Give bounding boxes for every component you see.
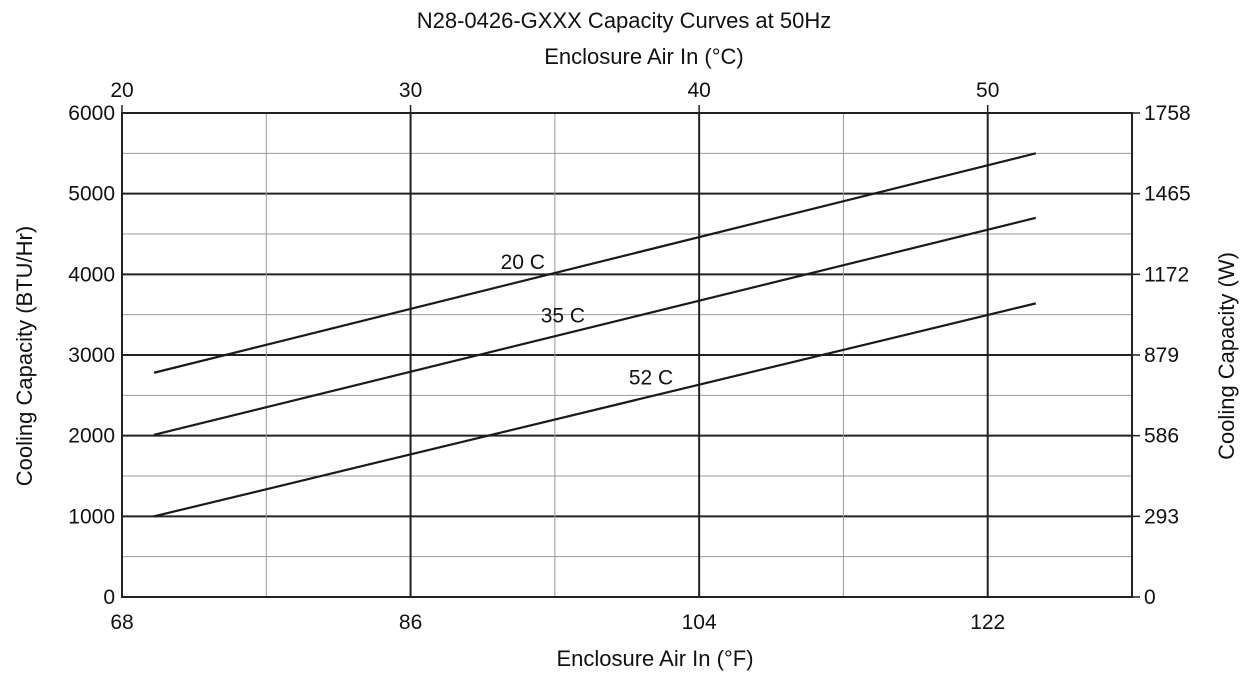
y-tick-label: 3000 xyxy=(68,344,115,367)
curve-labels: 20 C 35 C 52 C xyxy=(501,251,674,389)
y-tick-label: 5000 xyxy=(68,183,115,206)
curve-label-35c: 35 C xyxy=(541,304,585,327)
y-tick-label: 4000 xyxy=(68,263,115,286)
y-tick-label: 1000 xyxy=(68,505,115,528)
series-lines xyxy=(153,152,1037,518)
y2-tick-label: 879 xyxy=(1144,344,1179,367)
x-tick-label: 122 xyxy=(970,611,1005,634)
x2-tick-label: 20 xyxy=(110,79,133,102)
y-tick-label: 6000 xyxy=(68,102,115,125)
series-line-20c xyxy=(153,152,1037,374)
y2-tick-label: 293 xyxy=(1144,505,1179,528)
x-tick-label: 68 xyxy=(110,611,133,634)
series-line-35c xyxy=(153,216,1037,436)
y2-tick-label: 1465 xyxy=(1144,183,1191,206)
tick-labels: 0 1000 2000 3000 4000 5000 6000 0 293 586 879 1172 1… xyxy=(68,79,1190,634)
chart-title: N28-0426-GXXX Capacity Curves at 50Hz xyxy=(417,8,832,33)
y2-tick-label: 586 xyxy=(1144,425,1179,448)
y-tick-label: 0 xyxy=(103,586,115,609)
x-tick-label: 104 xyxy=(682,611,717,634)
x-axis-title: Enclosure Air In (°F) xyxy=(556,646,753,671)
grid xyxy=(122,113,1132,597)
y-axis-title: Cooling Capacity (BTU/Hr) xyxy=(12,226,37,486)
x2-tick-label: 40 xyxy=(687,79,710,102)
series-line-52c xyxy=(153,302,1037,518)
y2-tick-label: 1758 xyxy=(1144,102,1191,125)
curve-label-52c: 52 C xyxy=(629,366,673,389)
x2-tick-label: 50 xyxy=(976,79,999,102)
y2-tick-label: 0 xyxy=(1144,586,1156,609)
y-tick-label: 2000 xyxy=(68,425,115,448)
curve-label-20c: 20 C xyxy=(501,251,545,274)
x2-axis-title: Enclosure Air In (°C) xyxy=(544,44,744,69)
x2-tick-label: 30 xyxy=(399,79,422,102)
y2-tick-label: 1172 xyxy=(1144,263,1189,286)
y2-axis-title: Cooling Capacity (W) xyxy=(1214,252,1239,460)
x-tick-label: 86 xyxy=(399,611,422,634)
